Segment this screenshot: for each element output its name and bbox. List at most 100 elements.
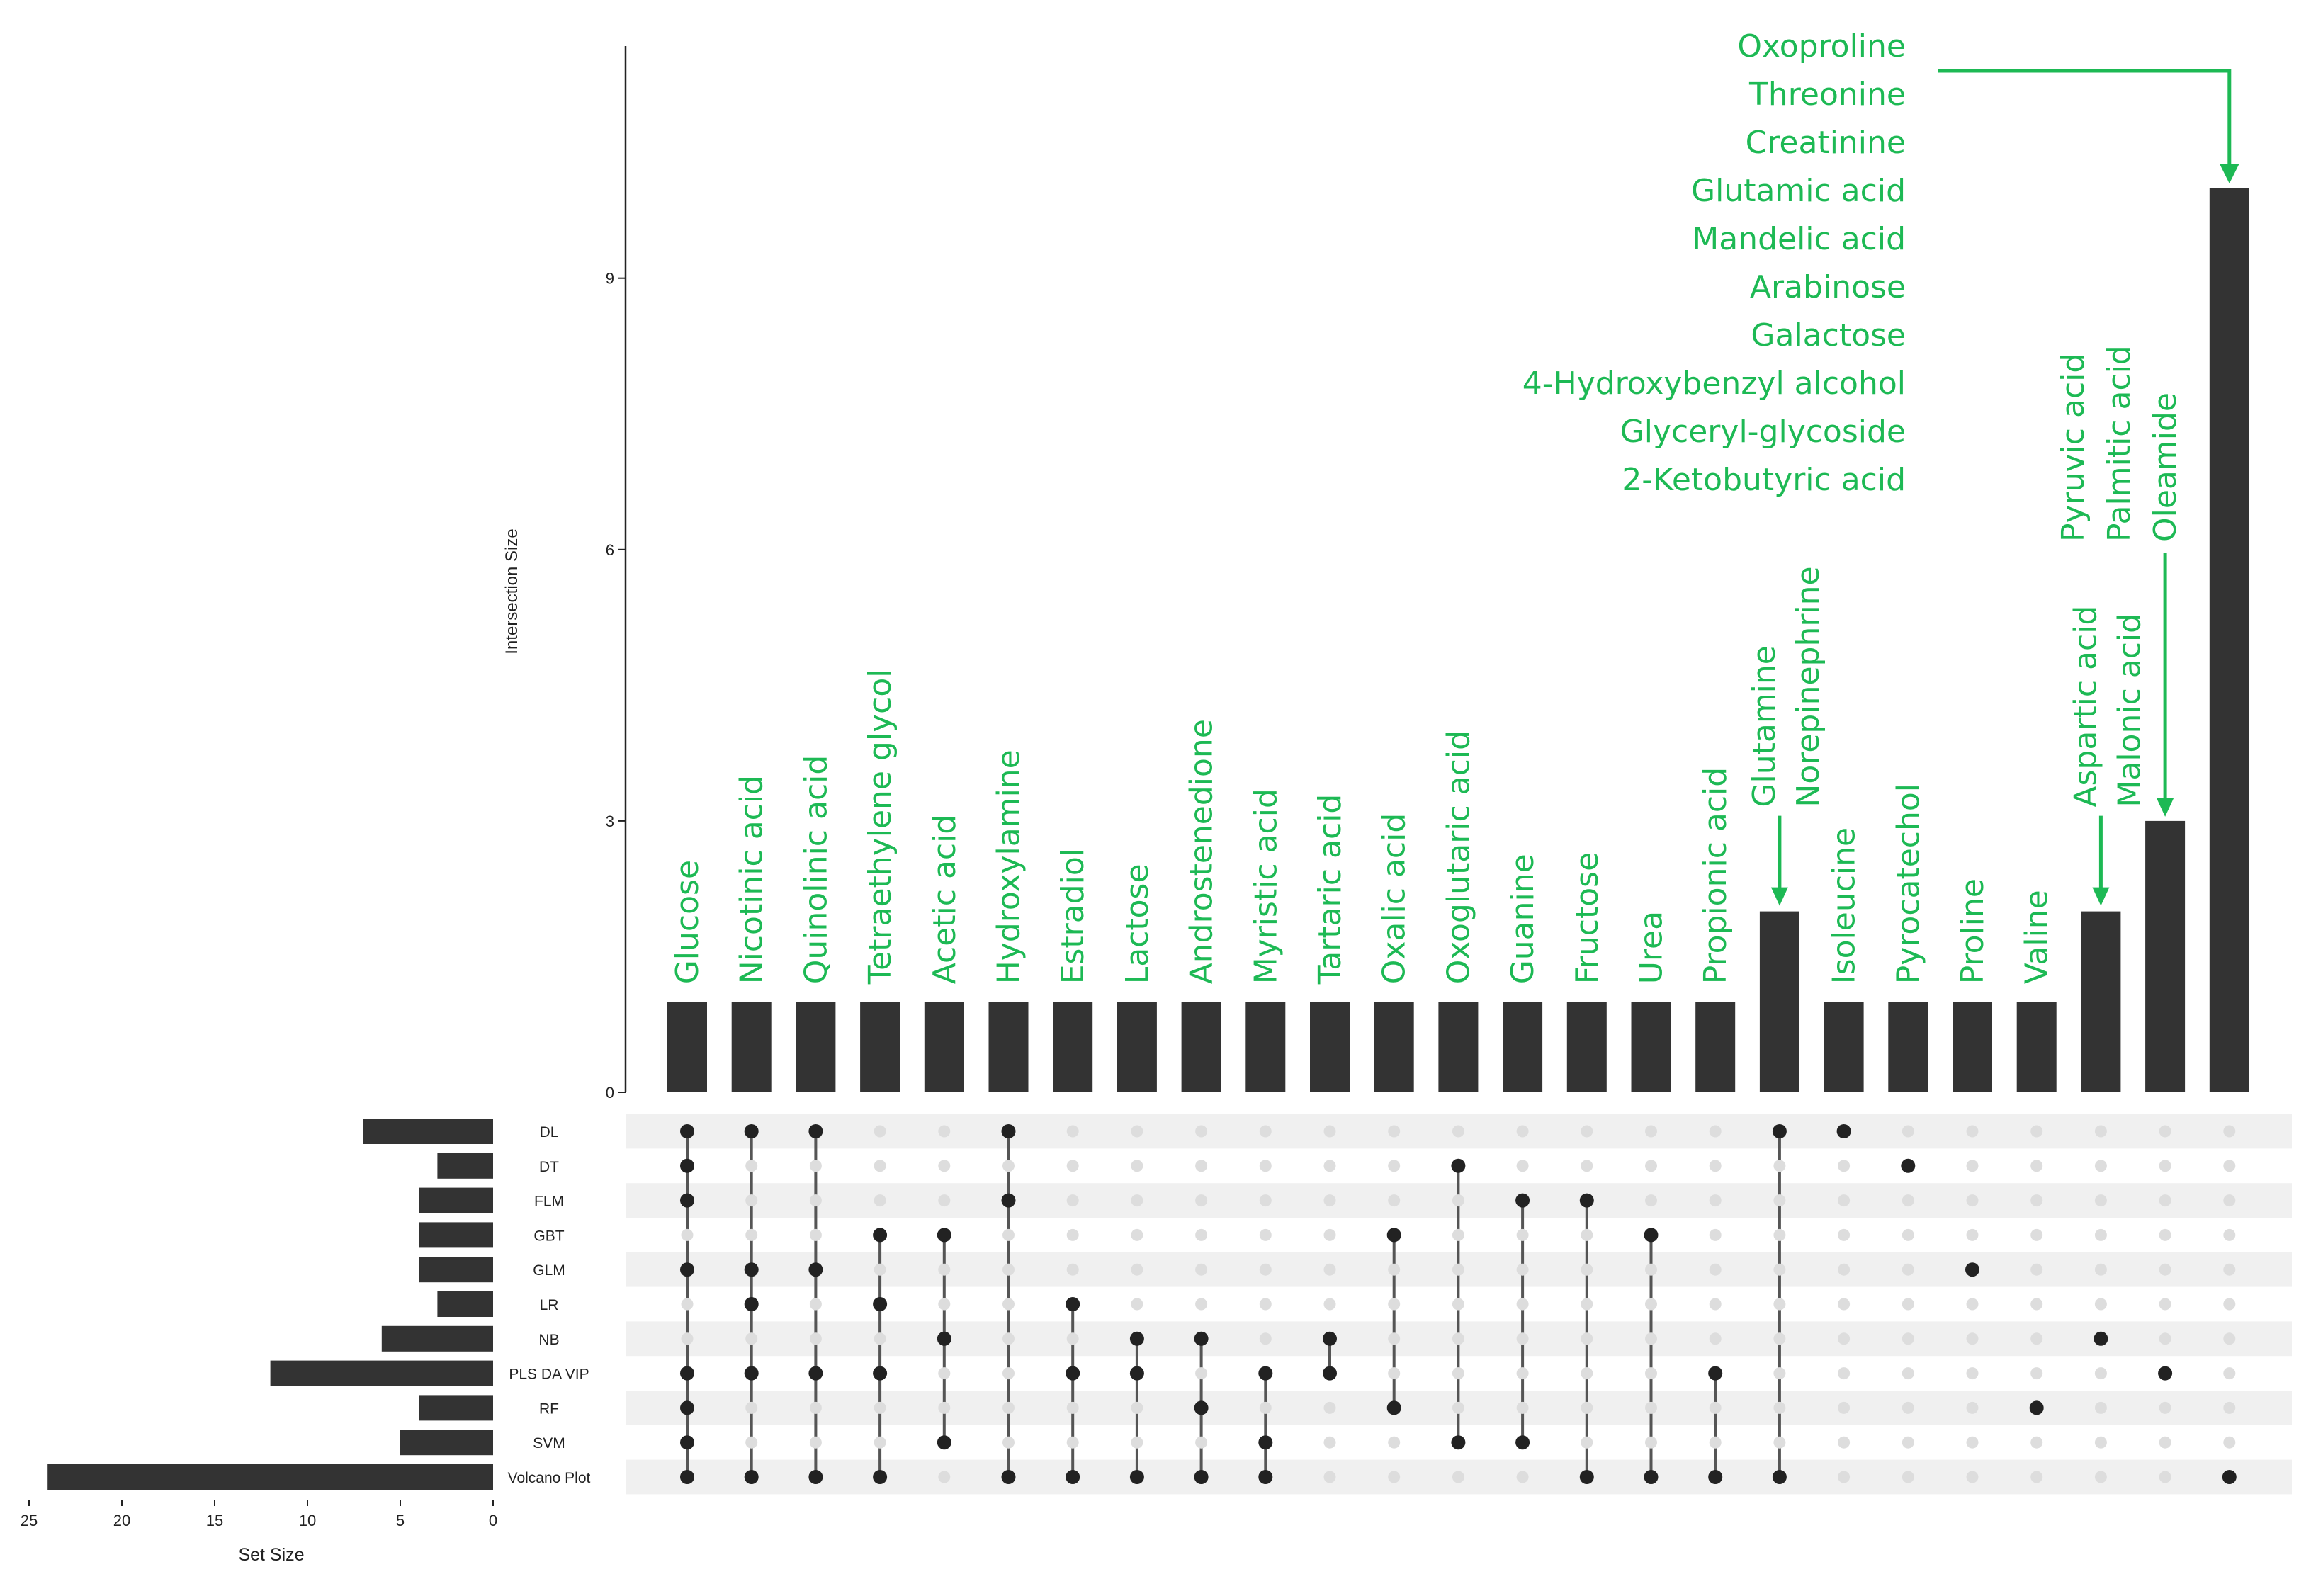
intersection-label: Glutamic acid <box>1691 173 1906 209</box>
matrix-dot-empty <box>1581 1298 1593 1311</box>
intersection-label: Hydroxylamine <box>991 749 1027 984</box>
set-size-tick-label: 10 <box>299 1512 316 1529</box>
intersection-label: Tetraethylene glycol <box>862 669 898 985</box>
intersection-label: Propionic acid <box>1697 767 1734 984</box>
set-size-bar <box>381 1325 493 1352</box>
set-label: LR <box>540 1297 559 1313</box>
intersection-bar <box>1310 1002 1350 1092</box>
matrix-dot-empty <box>745 1436 758 1449</box>
matrix-dot-empty <box>1773 1194 1786 1207</box>
matrix-dot-empty <box>1966 1228 1979 1241</box>
intersection-bar <box>1695 1002 1736 1092</box>
matrix-dot-empty <box>1581 1160 1593 1172</box>
matrix-dot-empty <box>1581 1263 1593 1276</box>
matrix-dot-empty <box>2094 1436 2107 1449</box>
intersection-bar <box>2081 911 2121 1092</box>
matrix-dot-empty <box>1516 1367 1529 1380</box>
matrix-dot-empty <box>1709 1298 1722 1311</box>
matrix-dot-empty <box>1452 1367 1464 1380</box>
matrix-dot-empty <box>1966 1125 1979 1138</box>
matrix-dot-empty <box>1838 1401 1851 1414</box>
label-arrow-head <box>1770 887 1788 906</box>
matrix-dot-empty <box>2094 1228 2107 1241</box>
matrix-dot-empty <box>809 1194 822 1207</box>
set-label: NB <box>538 1332 559 1348</box>
matrix-dot-empty <box>1773 1160 1786 1172</box>
matrix-dot-empty <box>681 1332 694 1345</box>
matrix-dot-filled <box>1515 1193 1530 1208</box>
matrix-dot-empty <box>1902 1401 1914 1414</box>
matrix-dot-empty <box>1452 1228 1464 1241</box>
set-size-tick-label: 25 <box>21 1512 38 1529</box>
matrix-dot-empty <box>1902 1367 1914 1380</box>
matrix-dot-filled <box>680 1158 694 1173</box>
matrix-dot-filled <box>1129 1470 1144 1484</box>
matrix-dot-empty <box>874 1263 886 1276</box>
matrix-dot-empty <box>681 1228 694 1241</box>
matrix-dot-empty <box>1645 1332 1657 1345</box>
matrix-dot-empty <box>1388 1436 1401 1449</box>
matrix-dot-empty <box>1966 1401 1979 1414</box>
matrix-dot-empty <box>938 1298 951 1311</box>
matrix-dot-empty <box>1388 1160 1401 1172</box>
intersection-label: Pyruvic acid <box>2055 353 2091 542</box>
matrix-dot-empty <box>1131 1298 1143 1311</box>
matrix-dot-empty <box>1902 1194 1914 1207</box>
intersection-bar <box>2016 1002 2057 1092</box>
set-label: Volcano Plot <box>508 1470 591 1486</box>
matrix-dot-empty <box>1388 1367 1401 1380</box>
matrix-dot-empty <box>2223 1263 2236 1276</box>
matrix-dot-empty <box>2223 1194 2236 1207</box>
matrix-dot-empty <box>745 1401 758 1414</box>
matrix-dot-empty <box>1838 1228 1851 1241</box>
matrix-dot-empty <box>1388 1194 1401 1207</box>
matrix-dot-empty <box>1838 1332 1851 1345</box>
matrix-dot-empty <box>1195 1436 1208 1449</box>
matrix-dot-empty <box>1645 1160 1657 1172</box>
matrix-dot-empty <box>1709 1194 1722 1207</box>
matrix-dot-empty <box>2223 1332 2236 1345</box>
matrix-dot-empty <box>1323 1436 1336 1449</box>
matrix-dot-empty <box>1259 1263 1272 1276</box>
matrix-dot-empty <box>1452 1263 1464 1276</box>
intersection-bar <box>731 1002 772 1092</box>
matrix-dot-filled <box>1066 1297 1080 1311</box>
intersection-bar <box>1053 1002 1093 1092</box>
set-size-tick-label: 20 <box>113 1512 130 1529</box>
intersection-label: 4-Hydroxybenzyl alcohol <box>1522 366 1906 402</box>
matrix-dot-filled <box>1001 1193 1016 1208</box>
matrix-dot-empty <box>1709 1263 1722 1276</box>
intersection-label: Glutamine <box>1746 645 1782 807</box>
matrix-dot-empty <box>1131 1263 1143 1276</box>
y-axis-title: Intersection Size <box>502 528 521 654</box>
matrix-dot-empty <box>1195 1263 1208 1276</box>
matrix-dot-empty <box>1581 1332 1593 1345</box>
intersection-bar <box>2209 188 2249 1092</box>
matrix-dot-empty <box>1195 1160 1208 1172</box>
matrix-dot-empty <box>1195 1298 1208 1311</box>
matrix-dot-empty <box>1645 1194 1657 1207</box>
matrix-dot-empty <box>1516 1160 1529 1172</box>
matrix-dot-filled <box>808 1366 823 1381</box>
matrix-dot-empty <box>1645 1401 1657 1414</box>
matrix-dot-empty <box>1773 1367 1786 1380</box>
matrix-dot-filled <box>1258 1366 1273 1381</box>
y-tick-label: 3 <box>606 813 614 830</box>
matrix-dot-empty <box>1966 1160 1979 1172</box>
matrix-dot-empty <box>1838 1471 1851 1483</box>
matrix-dot-filled <box>1644 1228 1659 1243</box>
matrix-dot-empty <box>2159 1332 2171 1345</box>
matrix-dot-empty <box>1323 1194 1336 1207</box>
matrix-dot-empty <box>2094 1401 2107 1414</box>
set-size-tick-label: 15 <box>206 1512 223 1529</box>
matrix-dot-empty <box>1066 1125 1079 1138</box>
matrix-dot-empty <box>745 1160 758 1172</box>
matrix-dot-empty <box>1902 1436 1914 1449</box>
matrix-dot-empty <box>2030 1194 2043 1207</box>
intersection-bar <box>1438 1002 1479 1092</box>
set-label: GBT <box>533 1228 564 1244</box>
set-size-tick-label: 5 <box>396 1512 405 1529</box>
set-size-tick-label: 0 <box>489 1512 497 1529</box>
matrix-dot-empty <box>809 1298 822 1311</box>
